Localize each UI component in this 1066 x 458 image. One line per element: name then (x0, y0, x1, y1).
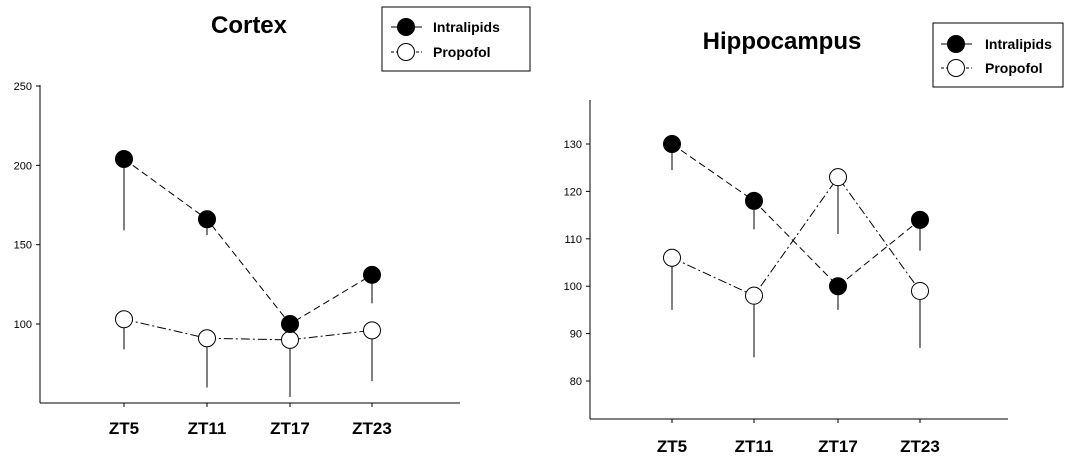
cortex-propofol-point (198, 329, 216, 348)
cortex-legend-label-propofol: Propofol (433, 44, 491, 60)
hippocampus-legend-marker-intralipids (947, 35, 965, 53)
hippocampus-title: Hippocampus (703, 28, 862, 55)
hippocampus-intralipids-point (829, 277, 847, 296)
hippocampus-category-label: ZT11 (735, 437, 774, 456)
cortex-y-tick-label: 100 (14, 319, 32, 331)
hippocampus-legend-label-propofol: Propofol (985, 60, 1043, 76)
hippocampus-propofol-point (829, 168, 847, 187)
cortex-propofol-point (281, 330, 299, 349)
cortex-legend-label-intralipids: Intralipids (433, 19, 500, 35)
cortex-panel: Cortex Intralipids Propofol 100 150 200 250… (14, 6, 531, 438)
hippocampus-intralipids-point (911, 210, 929, 229)
hippocampus-y-tick-label: 80 (570, 376, 582, 388)
cortex-category-label: ZT23 (352, 419, 392, 438)
cortex-y-tick-label: 150 (14, 240, 32, 252)
cortex-category-label: ZT5 (109, 419, 139, 438)
hippocampus-legend-box (932, 22, 1064, 88)
cortex-intralipids-point (198, 210, 216, 229)
cortex-intralipids-point (115, 149, 133, 168)
cortex-legend: Intralipids Propofol (381, 6, 531, 72)
hippocampus-propofol-line (671, 176, 921, 297)
cortex-propofol-point (115, 310, 133, 329)
cortex-legend-marker-propofol (397, 43, 415, 61)
hippocampus-y-tick-label: 110 (564, 234, 582, 246)
hippocampus-legend-marker-propofol (947, 59, 965, 77)
cortex-y-tick-label: 250 (14, 81, 32, 93)
hippocampus-y-tick-label: 120 (564, 186, 582, 198)
hippocampus-intralipids-line (671, 143, 921, 287)
hippocampus-y-tick-label: 100 (564, 281, 582, 293)
hippocampus-category-label: ZT5 (657, 437, 687, 456)
hippocampus-propofol-point (745, 286, 763, 305)
hippocampus-legend: Intralipids Propofol (932, 22, 1064, 88)
cortex-legend-marker-intralipids (397, 18, 415, 36)
cortex-title: Cortex (211, 12, 288, 39)
hippocampus-y-tick-label: 130 (564, 139, 582, 151)
cortex-category-label: ZT11 (188, 419, 227, 438)
hippocampus-intralipids-point (745, 191, 763, 210)
cortex-category-label: ZT17 (270, 419, 310, 438)
hippocampus-category-label: ZT23 (900, 437, 940, 456)
hippocampus-panel: Hippocampus Intralipids Propofol 80 90 100… (564, 22, 1064, 456)
cortex-y-tick-label: 200 (14, 160, 32, 172)
hippocampus-intralipids-point (663, 135, 681, 153)
hippocampus-legend-label-intralipids: Intralipids (985, 36, 1052, 52)
hippocampus-propofol-point (911, 281, 929, 300)
cortex-intralipids-point (363, 265, 381, 284)
hippocampus-y-tick-label: 90 (570, 329, 582, 341)
cortex-legend-box (381, 6, 531, 72)
cortex-propofol-line (123, 318, 373, 341)
cortex-propofol-point (363, 321, 381, 340)
cortex-intralipids-line (123, 158, 373, 325)
hippocampus-category-label: ZT17 (818, 437, 858, 456)
hippocampus-propofol-point (663, 248, 681, 267)
cortex-intralipids-point (281, 315, 299, 333)
